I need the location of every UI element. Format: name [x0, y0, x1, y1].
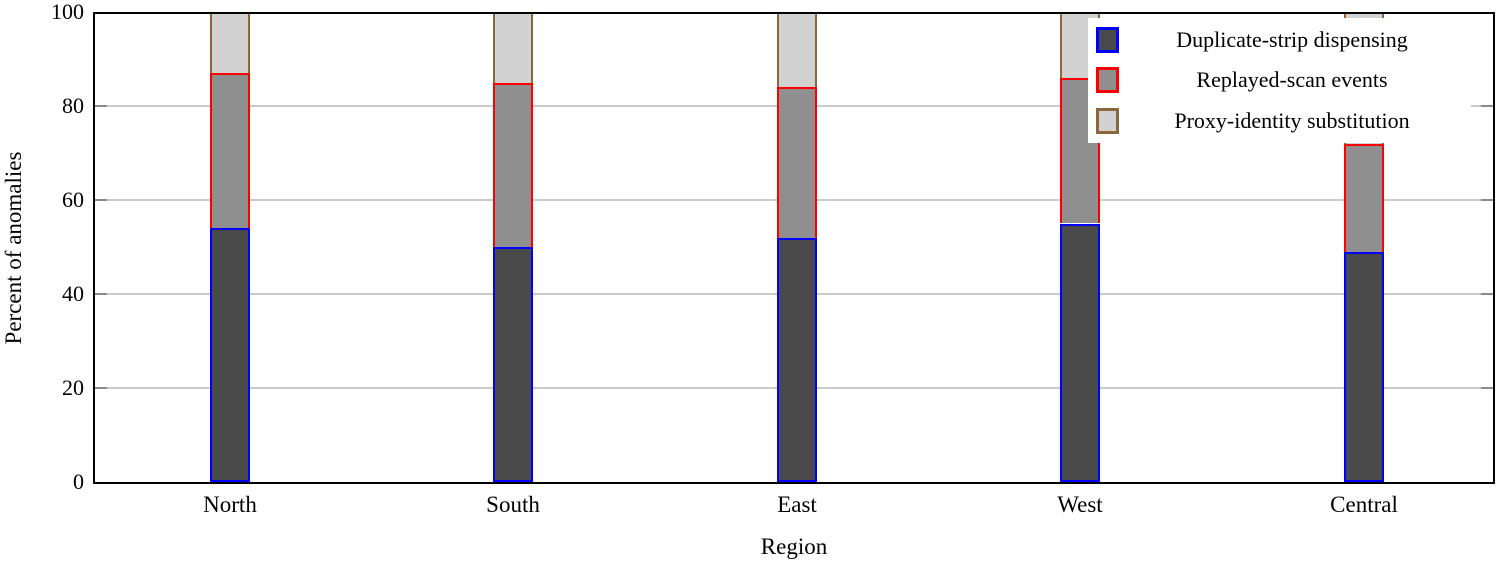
legend-label-duplicate-strip: Duplicate-strip dispensing: [1176, 27, 1408, 53]
x-axis-title: Region: [760, 534, 828, 559]
legend: Duplicate-strip dispensing Replayed-scan…: [1088, 18, 1471, 143]
y-tick-left-40: [95, 293, 107, 295]
y-tick-left-80: [95, 105, 107, 107]
x-tick-label-central: Central: [1330, 492, 1398, 517]
bar-north-segment-0: [210, 228, 250, 482]
y-tick-label-40: 40: [62, 281, 84, 306]
y-tick-left-60: [95, 199, 107, 201]
bar-west-segment-1: [1060, 77, 1100, 224]
y-tick-right-20: [1481, 387, 1493, 389]
legend-swatch-duplicate-strip-icon: [1096, 27, 1119, 54]
x-tick-label-north: North: [203, 492, 257, 517]
bar-central-segment-0: [1344, 251, 1384, 482]
legend-swatch-replayed-scan-icon: [1096, 67, 1119, 94]
y-tick-label-20: 20: [62, 375, 84, 400]
bar-east-segment-0: [777, 237, 817, 482]
legend-item-duplicate-strip: Duplicate-strip dispensing: [1096, 21, 1465, 60]
legend-label-replayed-scan: Replayed-scan events: [1196, 67, 1388, 93]
y-axis-title: Percent of anomalies: [1, 151, 26, 345]
legend-swatch-proxy-identity-icon: [1096, 107, 1119, 134]
y-tick-left-20: [95, 387, 107, 389]
bar-south-segment-1: [493, 82, 533, 247]
y-tick-label-100: 100: [51, 0, 84, 24]
y-tick-label-0: 0: [73, 469, 84, 494]
y-tick-label-60: 60: [62, 187, 84, 212]
x-tick-label-east: East: [777, 492, 817, 517]
y-tick-right-60: [1481, 199, 1493, 201]
legend-label-proxy-identity: Proxy-identity substitution: [1174, 107, 1410, 133]
bar-north-segment-2: [210, 12, 250, 74]
legend-item-replayed-scan: Replayed-scan events: [1096, 61, 1465, 100]
y-tick-right-80: [1481, 105, 1493, 107]
bar-east-segment-2: [777, 12, 817, 88]
bar-north-segment-1: [210, 73, 250, 229]
bar-east-segment-1: [777, 87, 817, 238]
bar-central-segment-1: [1344, 143, 1384, 252]
legend-item-proxy-identity: Proxy-identity substitution: [1096, 101, 1465, 140]
y-tick-label-80: 80: [62, 93, 84, 118]
y-tick-right-40: [1481, 293, 1493, 295]
bar-south-segment-0: [493, 247, 533, 482]
bar-south-segment-2: [493, 12, 533, 83]
bar-west-segment-0: [1060, 223, 1100, 482]
x-tick-label-west: West: [1057, 492, 1103, 517]
x-tick-label-south: South: [486, 492, 540, 517]
